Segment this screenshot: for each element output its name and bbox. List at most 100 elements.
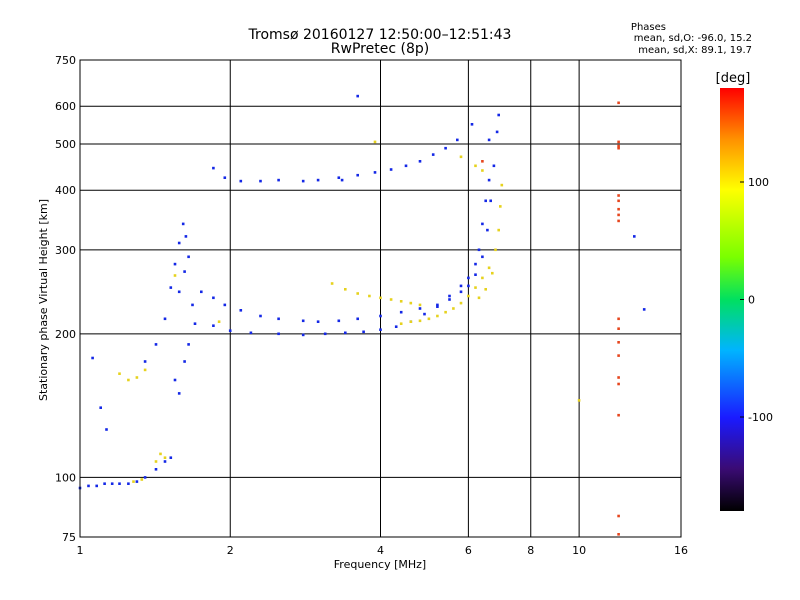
data-point [404,164,408,168]
data-point [103,482,106,485]
data-point [183,360,186,363]
data-point [448,298,451,301]
data-point [486,228,489,232]
data-point [399,300,403,303]
data-point [177,392,181,395]
data-point [617,219,620,223]
data-point [223,176,227,179]
data-point [418,307,422,310]
data-point [163,460,167,463]
data-point [481,276,484,280]
data-point [169,286,173,289]
data-point [110,482,114,485]
x-axis: 1 2 4 6 8 10 16 [77,544,689,557]
data-point [477,248,481,252]
data-point [444,310,447,314]
data-point [316,320,320,323]
data-point [323,332,327,336]
data-point [459,155,463,159]
data-point [409,320,413,323]
data-point [389,298,393,301]
data-point [187,343,190,346]
data-point [497,113,500,117]
data-point [373,140,377,144]
point-group [78,94,646,490]
point-group [481,101,620,536]
data-point [459,301,463,305]
colorbar-tick-label: 0 [748,294,755,307]
y-tick-label: 300 [55,244,76,257]
data-point [617,376,620,379]
data-point [499,205,502,208]
x-tick-label: 2 [227,544,234,557]
data-point [444,146,447,150]
data-point [373,171,377,174]
data-point [181,222,185,226]
data-point [212,166,215,170]
data-point [448,294,451,298]
data-point [301,319,305,323]
data-point [436,303,439,307]
data-point [344,331,347,335]
data-point [617,140,620,144]
data-point [277,178,280,182]
colorbar-ticks: 100 0 -100 [740,176,773,424]
data-point [193,322,197,325]
data-point [418,319,422,323]
data-point [228,329,232,332]
data-point [617,194,620,197]
data-point [379,314,382,318]
data-point [436,305,439,308]
data-point [481,255,484,259]
chart-subtitle: RwPretec (8p) [330,41,430,57]
data-point [617,207,620,211]
y-tick-label: 200 [55,328,76,341]
data-point [418,303,422,307]
data-point [135,480,139,483]
data-point [500,183,504,187]
data-point [99,406,102,409]
data-point [617,413,620,417]
data-point [337,176,341,179]
data-point [337,319,341,323]
data-point [633,235,636,238]
x-tick-label: 16 [674,544,688,557]
data-point [399,322,403,325]
data-point [459,284,463,288]
data-point [436,314,439,318]
y-tick-label: 100 [55,471,76,484]
y-tick-label: 400 [55,184,76,197]
data-point [239,309,243,312]
y-axis: 75 100 200 300 400 500 600 750 [55,54,76,544]
data-point [470,123,474,126]
data-point [143,368,147,372]
y-axis-label: Stationary phase Virtual Height [km] [37,199,50,401]
data-point [487,138,491,142]
data-point [87,484,90,488]
data-point [330,282,334,285]
point-group [118,140,581,483]
data-point [223,303,227,307]
data-point [474,164,477,168]
data-point [494,248,497,252]
data-point [249,331,253,335]
data-point [459,290,463,294]
data-point [191,303,194,307]
phase-stats-x-mode: mean, sd,X: 89.1, 19.7 [638,45,752,56]
data-point [140,478,144,481]
x-tick-label: 1 [77,544,84,557]
data-point [154,468,158,471]
data-point [173,274,177,277]
data-point [474,273,477,276]
data-point [477,296,481,300]
data-point [356,94,359,98]
data-point [91,356,94,360]
data-point [467,284,470,288]
data-point [183,270,186,273]
data-point [118,372,121,375]
phase-stats-title: Phases [630,22,666,33]
data-point [173,262,177,266]
data-point [184,235,188,238]
data-point [617,354,620,357]
data-point [617,101,620,105]
